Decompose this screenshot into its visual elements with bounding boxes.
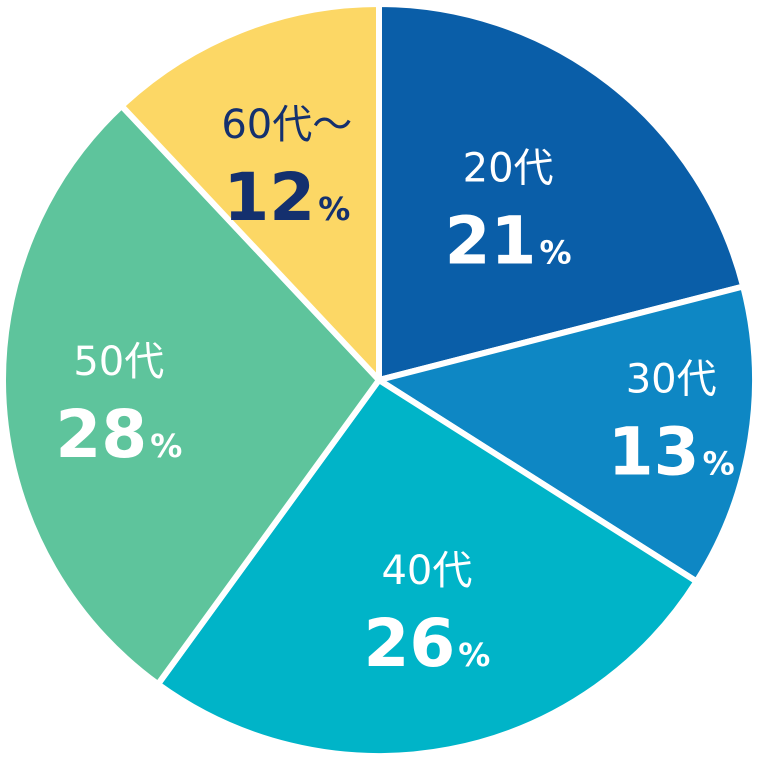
pie-slice-1 xyxy=(376,1,747,383)
pie-slice-4 xyxy=(0,102,382,688)
slice-category-label: 60代～ xyxy=(221,102,352,148)
slice-label-1: 20代 21% xyxy=(445,146,572,280)
slice-percent-label: 28% xyxy=(55,396,182,473)
slice-percent-label: 21% xyxy=(445,203,572,280)
slice-percent-value: 21 xyxy=(445,203,537,280)
slice-category-label: 20代 xyxy=(463,146,554,192)
pie-slice-5 xyxy=(118,1,382,383)
slice-percent-value: 28 xyxy=(55,396,147,473)
slice-percent-value: 13 xyxy=(608,414,700,491)
slice-label-4: 50代 28% xyxy=(55,339,182,473)
slice-percent-unit: % xyxy=(458,636,490,674)
slice-percent-label: 26% xyxy=(363,605,490,682)
slice-percent-value: 12 xyxy=(223,159,315,236)
slice-label-2: 30代 13% xyxy=(608,357,735,491)
slice-percent-unit: % xyxy=(539,234,571,272)
pie-slice-3 xyxy=(154,377,700,760)
slice-percent-label: 12% xyxy=(223,159,350,236)
slice-label-3: 40代 26% xyxy=(363,548,490,682)
slice-label-5: 60代～ 12% xyxy=(221,102,352,236)
slice-percent-unit: % xyxy=(150,427,182,465)
slice-percent-unit: % xyxy=(318,190,350,228)
slice-percent-label: 13% xyxy=(608,414,735,491)
slice-category-label: 40代 xyxy=(381,548,472,594)
slice-percent-value: 26 xyxy=(363,605,455,682)
slice-percent-unit: % xyxy=(703,445,735,483)
slice-category-label: 30代 xyxy=(626,357,717,403)
pie-labels: 20代 21% 30代 13% 40代 26% 50代 28% 60代～ 12% xyxy=(55,102,734,682)
slice-category-label: 50代 xyxy=(73,339,164,385)
pie-slice-2 xyxy=(376,283,757,585)
